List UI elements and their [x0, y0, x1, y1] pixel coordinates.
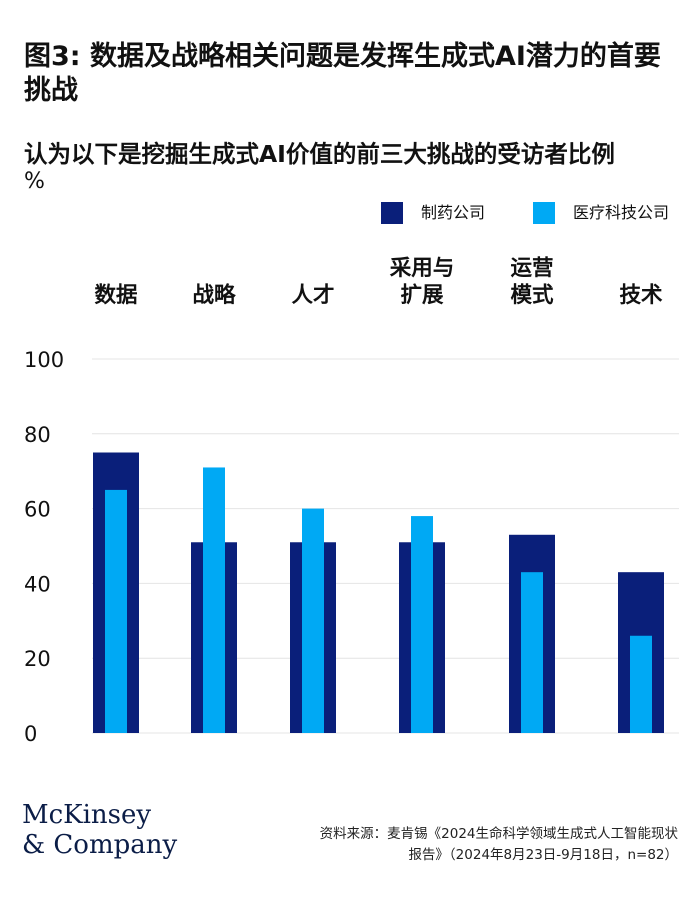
bar-medtech [302, 508, 324, 733]
category-label: 数据 [94, 283, 138, 308]
category-label: 人才 [291, 283, 335, 308]
mckinsey-logo: McKinsey & Company [22, 800, 177, 860]
logo-line-1: McKinsey [22, 800, 152, 830]
bar-medtech [203, 467, 225, 733]
bar-medtech [630, 635, 652, 733]
category-label: 战略 [192, 283, 236, 308]
legend-label-pharma: 制药公司 [421, 203, 486, 222]
y-tick-label: 20 [24, 647, 51, 671]
y-tick-label: 40 [24, 572, 51, 596]
legend-swatch-pharma [381, 202, 403, 224]
legend-label-medtech: 医疗科技公司 [573, 203, 670, 222]
legend: 制药公司 医疗科技公司 [0, 202, 700, 226]
category-label: 运营 模式 [510, 256, 554, 308]
legend-item-pharma: 制药公司 [381, 202, 485, 224]
y-tick-label: 80 [24, 423, 51, 447]
category-label: 技术 [619, 283, 663, 308]
category-label: 采用与 扩展 [389, 256, 455, 308]
source-note: 资料来源：麦肯锡《2024生命科学领域生成式人工智能现状 报告》（2024年8月… [278, 824, 678, 866]
legend-swatch-medtech [533, 202, 555, 224]
unit-label: % [24, 169, 45, 194]
y-tick-label: 0 [24, 722, 37, 746]
y-tick-label: 100 [24, 348, 64, 372]
chart-subtitle: 认为以下是挖掘生成式AI价值的前三大挑战的受访者比例 [24, 140, 615, 168]
bar-medtech [521, 572, 543, 733]
logo-line-2: & Company [22, 830, 178, 860]
bar-medtech [105, 489, 127, 733]
y-tick-label: 60 [24, 498, 51, 522]
bar-chart: 0 20 40 60 80 100 [24, 348, 679, 746]
source-line-1: 资料来源：麦肯锡《2024生命科学领域生成式人工智能现状 [319, 826, 678, 842]
bar-medtech [411, 516, 433, 733]
source-line-2: 报告》（2024年8月23日-9月18日，n=82） [408, 847, 678, 863]
legend-item-medtech: 医疗科技公司 [533, 202, 669, 224]
chart-title: 图3: 数据及战略相关问题是发挥生成式AI潜力的首要挑战 [24, 41, 661, 106]
